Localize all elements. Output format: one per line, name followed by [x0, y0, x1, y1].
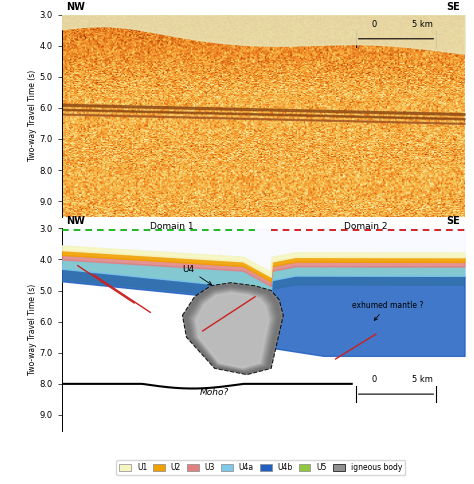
Text: 0: 0 [372, 375, 377, 384]
Polygon shape [183, 283, 283, 374]
Polygon shape [62, 261, 465, 315]
Legend: U1, U2, U3, U4a, U4b, U5, igneous body: U1, U2, U3, U4a, U4b, U5, igneous body [116, 460, 405, 475]
Polygon shape [196, 293, 269, 367]
Polygon shape [182, 283, 283, 375]
Polygon shape [193, 291, 271, 369]
Text: 0: 0 [372, 20, 377, 29]
Polygon shape [185, 285, 281, 373]
Polygon shape [190, 288, 275, 371]
Polygon shape [188, 287, 277, 372]
Y-axis label: Two-way Travel Time (s): Two-way Travel Time (s) [27, 284, 36, 375]
Text: SE: SE [447, 216, 460, 227]
Polygon shape [195, 292, 270, 368]
Polygon shape [187, 287, 278, 372]
Text: Domain 2: Domain 2 [344, 222, 387, 231]
Polygon shape [192, 290, 273, 370]
Polygon shape [191, 289, 273, 370]
Polygon shape [184, 284, 281, 374]
Text: 5 km: 5 km [412, 375, 433, 384]
Polygon shape [191, 289, 274, 370]
Polygon shape [194, 291, 271, 368]
Polygon shape [185, 285, 280, 373]
Text: 5 km: 5 km [412, 20, 433, 29]
Polygon shape [186, 286, 279, 373]
Polygon shape [188, 287, 277, 372]
Text: SE: SE [447, 2, 460, 13]
Polygon shape [186, 285, 280, 373]
Polygon shape [197, 293, 268, 367]
Polygon shape [182, 283, 283, 375]
Text: Domain 1: Domain 1 [150, 222, 194, 231]
Y-axis label: Two-way Travel Time (s): Two-way Travel Time (s) [27, 70, 36, 161]
Polygon shape [189, 288, 276, 371]
Text: NW: NW [65, 2, 84, 13]
Polygon shape [184, 284, 282, 374]
Polygon shape [193, 291, 272, 369]
Text: U4: U4 [182, 265, 211, 285]
Text: exhumed mantle ?: exhumed mantle ? [352, 301, 423, 320]
Polygon shape [187, 286, 279, 372]
Polygon shape [190, 288, 275, 371]
Polygon shape [192, 290, 272, 369]
Polygon shape [194, 292, 270, 368]
Text: Moho?: Moho? [200, 388, 229, 397]
Text: NW: NW [65, 216, 84, 227]
Polygon shape [189, 287, 276, 371]
Polygon shape [196, 292, 269, 368]
Polygon shape [191, 289, 274, 370]
Polygon shape [183, 284, 282, 374]
